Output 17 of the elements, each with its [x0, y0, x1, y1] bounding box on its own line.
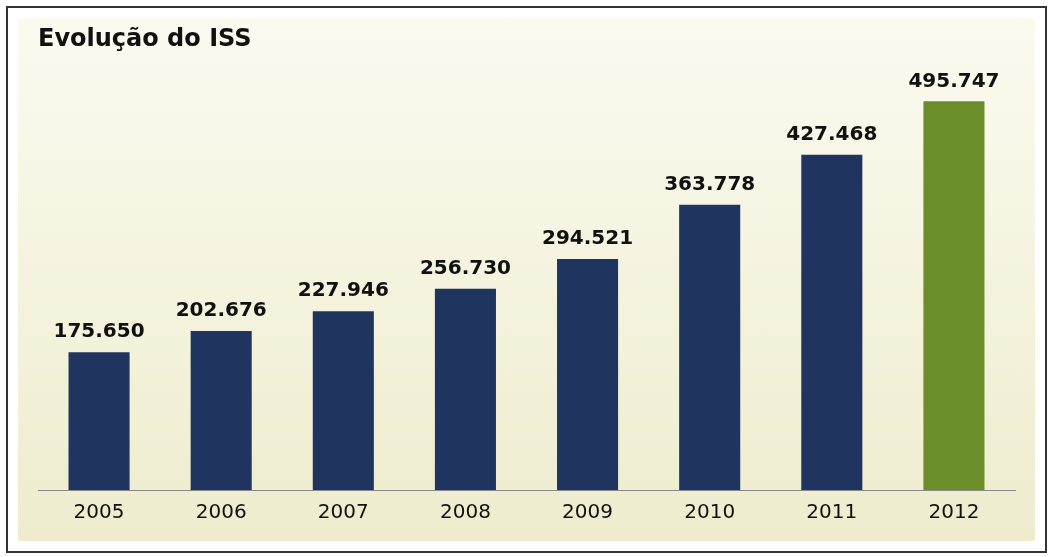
x-tick-label: 2006: [195, 499, 247, 524]
x-tick-label: 2009: [562, 499, 614, 524]
x-tick-label: 2007: [317, 499, 369, 524]
data-label: 202.676: [175, 297, 267, 322]
data-label: 427.468: [786, 121, 878, 146]
x-tick-label: 2008: [439, 499, 491, 524]
x-tick-label: 2010: [684, 499, 736, 524]
data-label: 175.650: [53, 318, 145, 343]
x-tick-label: 2005: [73, 499, 125, 524]
x-tick-label: 2012: [928, 499, 980, 524]
data-label: 294.521: [542, 225, 634, 250]
data-label: 363.778: [664, 171, 756, 195]
data-label: 256.730: [419, 254, 511, 279]
data-label: 495.747: [908, 67, 1000, 92]
x-tick-label: 2011: [806, 499, 858, 524]
data-label: 227.946: [297, 277, 389, 302]
chart-title: Evolução do ISS: [38, 24, 252, 52]
